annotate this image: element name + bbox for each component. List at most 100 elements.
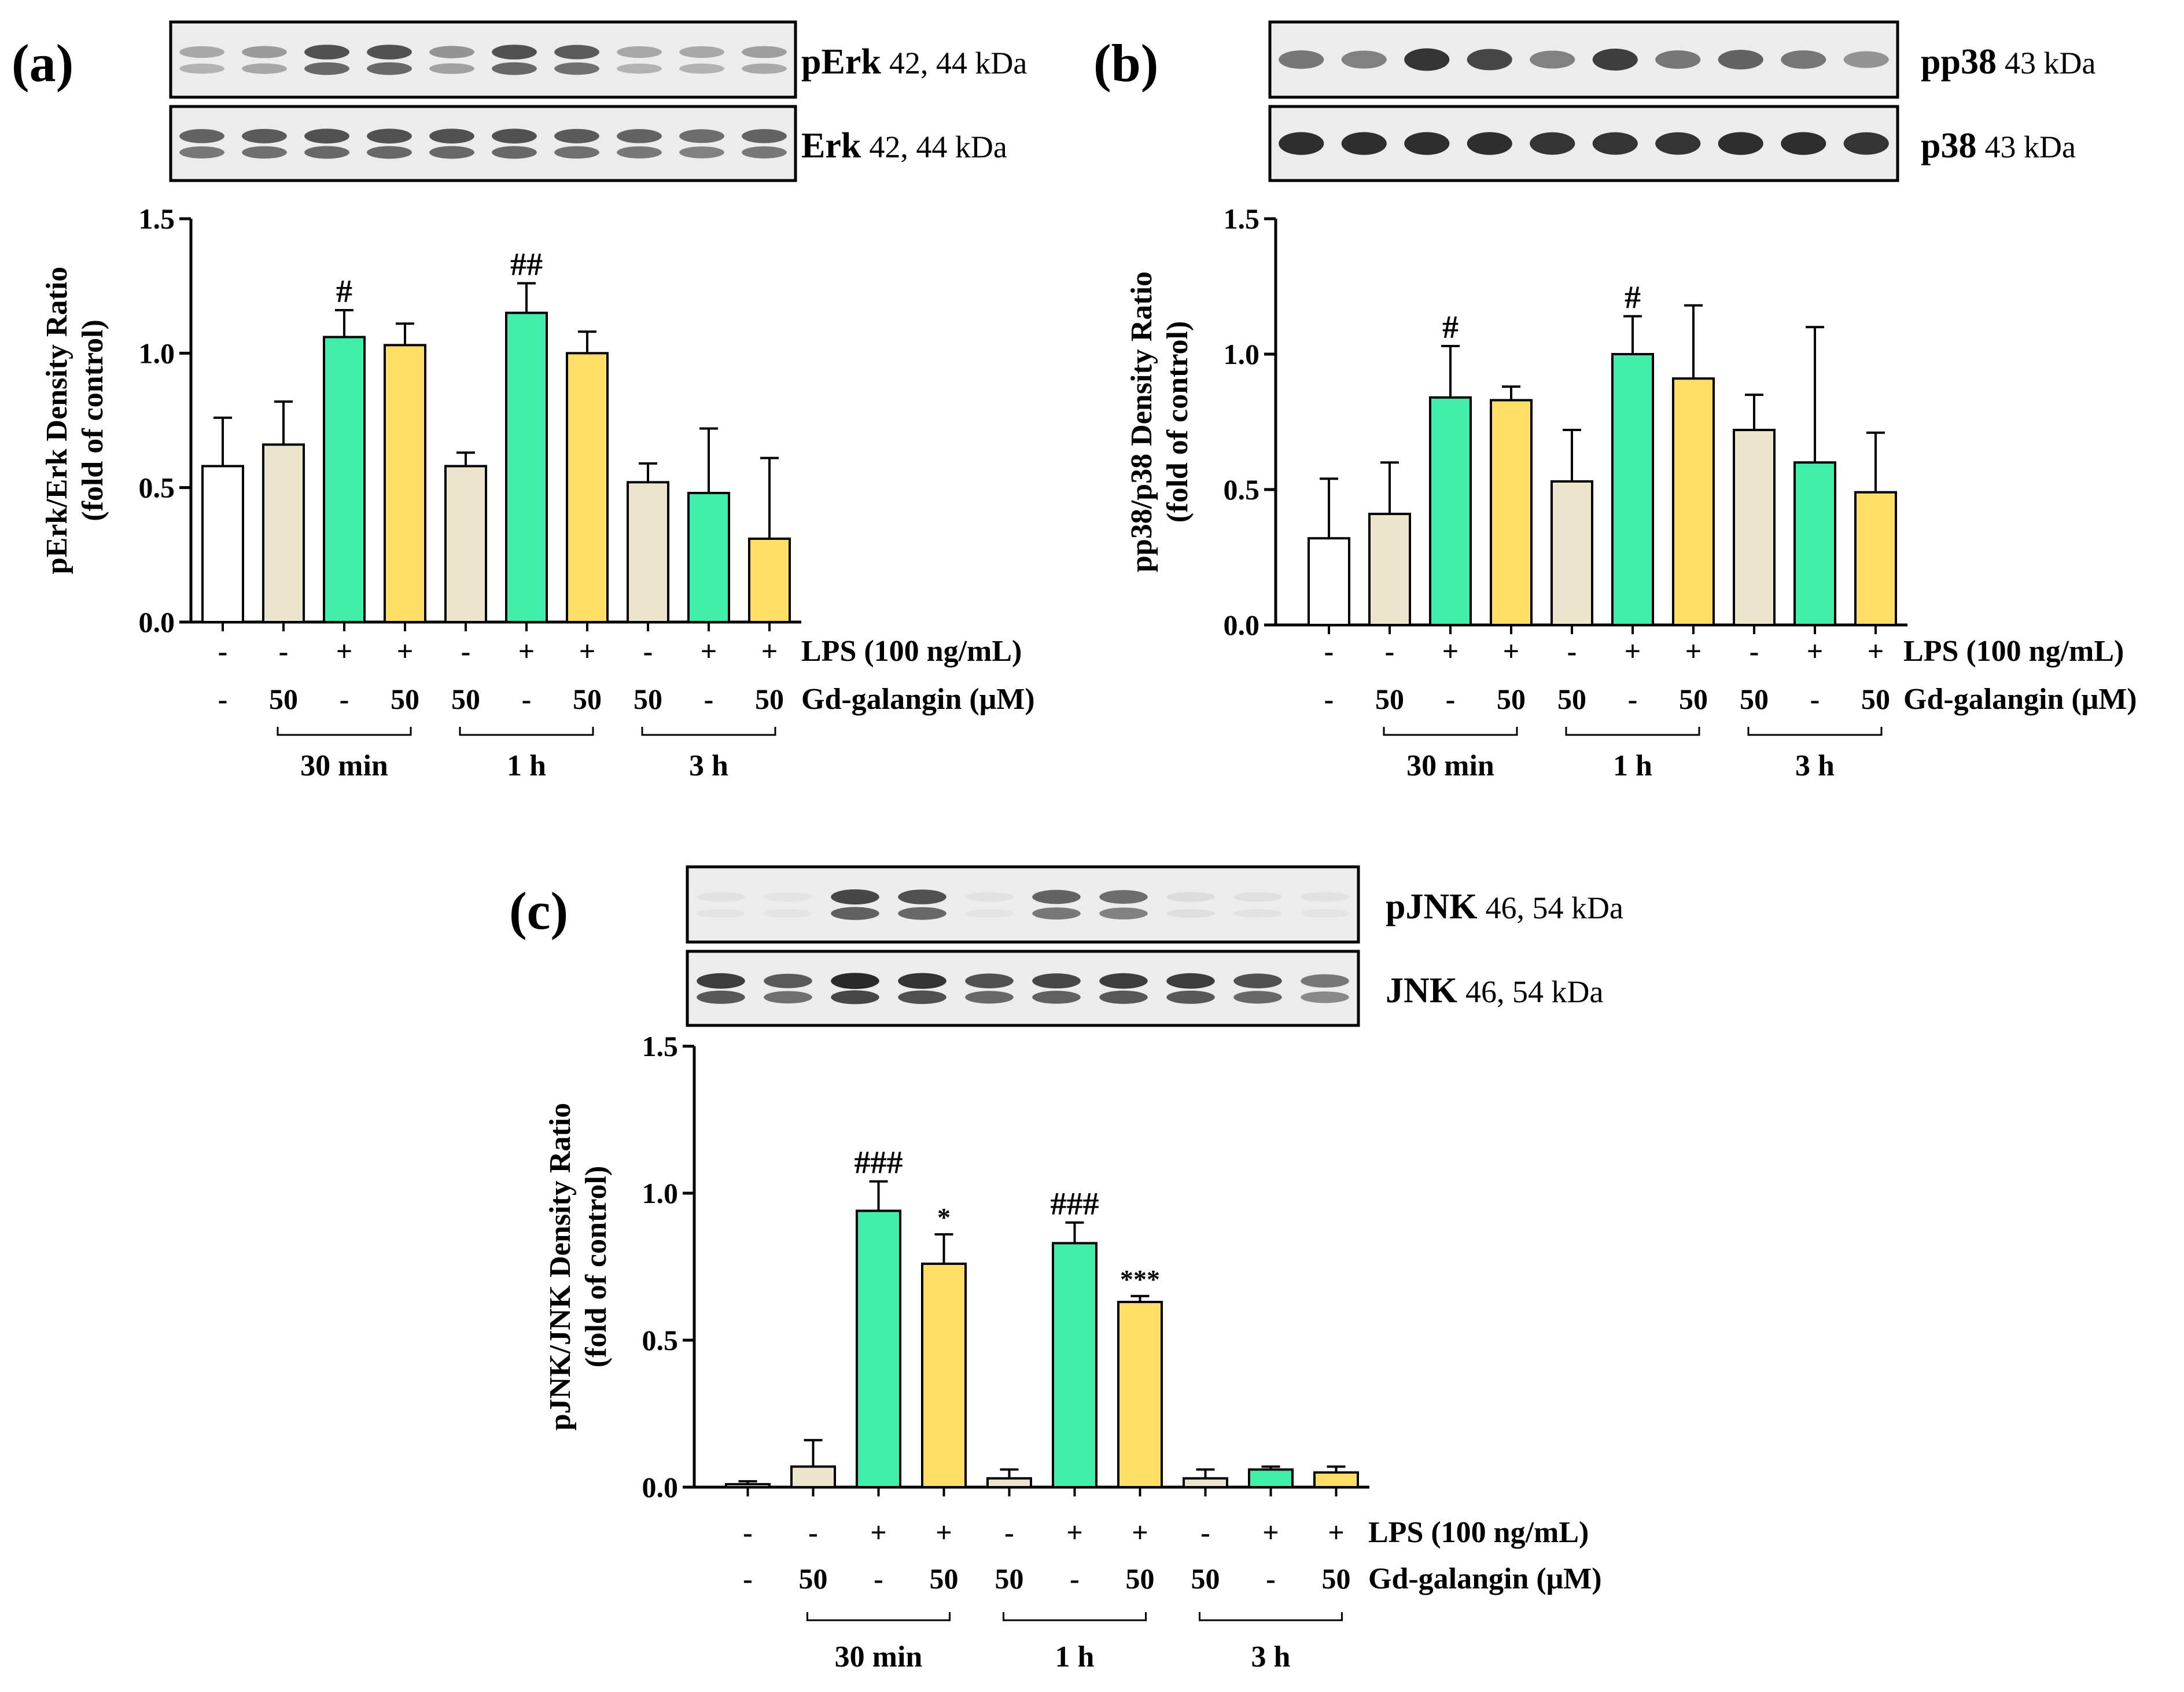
blot-label: pErk 42, 44 kDa xyxy=(801,42,1027,82)
blot-protein-name: pJNK xyxy=(1386,887,1477,926)
y-tick-label: 1.5 xyxy=(139,203,175,235)
blot-band xyxy=(1233,991,1282,1004)
blot-band xyxy=(965,991,1014,1004)
blot-band xyxy=(617,129,662,144)
bar xyxy=(201,465,244,623)
gd-cell: - xyxy=(1628,683,1638,715)
significance-mark: # xyxy=(1625,279,1641,315)
blot-band xyxy=(898,973,946,989)
time-bracket xyxy=(277,727,412,736)
bar xyxy=(1313,1471,1359,1489)
y-axis-label: pErk/Erk Density Ratio xyxy=(40,267,73,575)
gd-cell: - xyxy=(1070,1562,1080,1595)
blot-band xyxy=(1592,132,1638,155)
blot-band xyxy=(898,990,946,1005)
lps-cell: + xyxy=(1132,1516,1148,1548)
time-group-label: 1 h xyxy=(507,749,546,782)
blot-band xyxy=(617,146,662,159)
lps-cell: - xyxy=(1567,635,1577,667)
blot-label: Erk 42, 44 kDa xyxy=(801,126,1007,165)
blot-label: pp38 43 kDa xyxy=(1921,42,2095,82)
blot-kda: 46, 54 kDa xyxy=(1485,891,1623,925)
blot-jnk: JNK 46, 54 kDa xyxy=(686,950,1603,1027)
lps-cell: - xyxy=(808,1516,818,1548)
blot-protein-name: p38 xyxy=(1921,126,1976,165)
chart-a: 0.0 0.5 1.0 1.5 pErk/Erk Density Ratio (fold … xyxy=(40,203,1035,782)
gd-cell: 50 xyxy=(1497,683,1526,715)
lps-row-label: LPS (100 ng/mL) xyxy=(801,635,1022,668)
lps-cell: - xyxy=(1324,635,1334,667)
bar xyxy=(1611,353,1654,626)
blot-band xyxy=(742,63,787,74)
blot-protein-name: pErk xyxy=(801,42,881,82)
blot-band xyxy=(1467,49,1512,71)
lps-cell: - xyxy=(461,635,471,667)
blot-perk: pErk 42, 44 kDa xyxy=(169,20,1027,99)
blot-band xyxy=(679,46,724,58)
blot-band xyxy=(429,146,474,159)
y-tick-label: 1.5 xyxy=(642,1030,679,1062)
bar xyxy=(1854,491,1897,626)
time-bracket xyxy=(1747,727,1883,736)
gd-cell: - xyxy=(522,683,532,715)
blot-pp38: pp38 43 kDa xyxy=(1268,20,2095,99)
blot-band xyxy=(304,146,349,159)
bar xyxy=(921,1262,967,1488)
blot-band xyxy=(1032,991,1081,1004)
blot-band xyxy=(617,63,662,74)
blot-band xyxy=(742,146,787,159)
blot-band xyxy=(1404,48,1450,71)
significance-mark: ### xyxy=(1051,1186,1099,1222)
chart-b: 0.0 0.5 1.0 1.5 pp38/p38 Density Ratio (fold … xyxy=(1125,203,2137,782)
gd-cell: 50 xyxy=(799,1562,828,1595)
blot-band xyxy=(1166,909,1215,918)
time-bracket xyxy=(1383,727,1518,736)
blot-band xyxy=(1781,132,1826,155)
blot-band xyxy=(1279,132,1324,155)
blot-band xyxy=(679,63,724,74)
lps-cell: + xyxy=(1807,635,1824,667)
gd-cell: 50 xyxy=(1740,683,1769,715)
blot-band xyxy=(367,128,412,144)
y-axis-label: pp38/p38 Density Ratio xyxy=(1125,271,1158,572)
gd-cell: - xyxy=(340,683,349,715)
blot-band xyxy=(1655,50,1701,69)
blot-band xyxy=(1592,49,1638,71)
blot-band xyxy=(367,45,412,60)
blot-band xyxy=(1341,132,1387,155)
blot-band xyxy=(304,45,349,60)
blot-kda: 43 kDa xyxy=(2005,46,2095,80)
lps-cell: + xyxy=(1066,1516,1083,1548)
bar xyxy=(790,1465,836,1488)
lps-cell: + xyxy=(701,635,717,667)
bar xyxy=(1117,1300,1163,1488)
y-axis-label: pJNK/JNK Density Ratio xyxy=(544,1103,577,1430)
blot-pjnk: pJNK 46, 54 kDa xyxy=(686,865,1623,944)
lps-cell: + xyxy=(1262,1516,1279,1548)
blot-p38: p38 43 kDa xyxy=(1268,105,2076,182)
gd-cell: 50 xyxy=(930,1562,959,1595)
blot-band xyxy=(1843,132,1889,155)
bar xyxy=(323,336,366,623)
y-tick-label: 1.0 xyxy=(1224,338,1260,370)
time-group-label: 3 h xyxy=(689,749,728,782)
blot-band xyxy=(242,128,287,144)
chart-c: 0.0 0.5 1.0 1.5 pJNK/JNK Density Ratio (fold … xyxy=(544,1030,1602,1673)
lps-cell: + xyxy=(936,1516,952,1548)
significance-mark: # xyxy=(336,274,352,310)
blot-band xyxy=(1032,907,1081,920)
blot-band xyxy=(554,146,599,159)
y-tick-label: 0.0 xyxy=(1224,609,1260,641)
blot-band xyxy=(367,62,412,75)
y-tick-label: 0.5 xyxy=(1224,473,1260,506)
blot-band xyxy=(304,128,349,144)
blot-band xyxy=(1032,973,1081,989)
gd-row-label: Gd-galangin (μM) xyxy=(801,683,1035,716)
bar xyxy=(1183,1477,1228,1489)
blot-band xyxy=(831,889,879,905)
blot-band xyxy=(764,973,812,988)
blot-band xyxy=(697,973,745,989)
blot-protein-name: pp38 xyxy=(1921,42,1997,82)
bar xyxy=(1733,429,1776,626)
